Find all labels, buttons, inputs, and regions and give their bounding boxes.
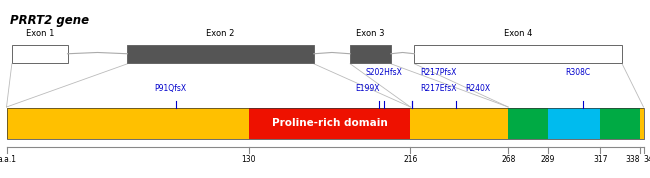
Text: Exon 3: Exon 3 bbox=[356, 29, 385, 38]
Text: 317: 317 bbox=[593, 155, 608, 164]
Text: R308C: R308C bbox=[565, 68, 590, 77]
Bar bbox=[640, 108, 644, 139]
Text: R217EfsX: R217EfsX bbox=[420, 84, 456, 93]
Bar bbox=[127, 44, 314, 63]
Text: 289: 289 bbox=[541, 155, 555, 164]
Text: 338: 338 bbox=[625, 155, 640, 164]
Bar bbox=[508, 108, 548, 139]
Text: R217PfsX: R217PfsX bbox=[420, 68, 456, 77]
Text: PRRT2 gene: PRRT2 gene bbox=[10, 14, 89, 27]
Bar bbox=[249, 108, 411, 139]
Text: Exon 2: Exon 2 bbox=[207, 29, 235, 38]
Text: S202HfsX: S202HfsX bbox=[366, 68, 402, 77]
Bar bbox=[6, 108, 249, 139]
Text: R240X: R240X bbox=[465, 84, 490, 93]
Text: 268: 268 bbox=[501, 155, 515, 164]
Bar bbox=[415, 44, 622, 63]
Bar bbox=[350, 44, 391, 63]
Text: Exon 4: Exon 4 bbox=[504, 29, 532, 38]
Text: Exon 1: Exon 1 bbox=[25, 29, 54, 38]
Text: P91QfsX: P91QfsX bbox=[154, 84, 186, 93]
Bar bbox=[548, 108, 601, 139]
Text: 340: 340 bbox=[644, 155, 650, 164]
Text: 130: 130 bbox=[242, 155, 256, 164]
Text: Proline-rich domain: Proline-rich domain bbox=[272, 118, 387, 129]
Text: 216: 216 bbox=[403, 155, 418, 164]
Text: E199X: E199X bbox=[355, 84, 380, 93]
Bar bbox=[601, 108, 640, 139]
Bar bbox=[411, 108, 508, 139]
Bar bbox=[12, 44, 68, 63]
Bar bbox=[6, 108, 644, 139]
Text: a.a.1: a.a.1 bbox=[0, 155, 16, 164]
